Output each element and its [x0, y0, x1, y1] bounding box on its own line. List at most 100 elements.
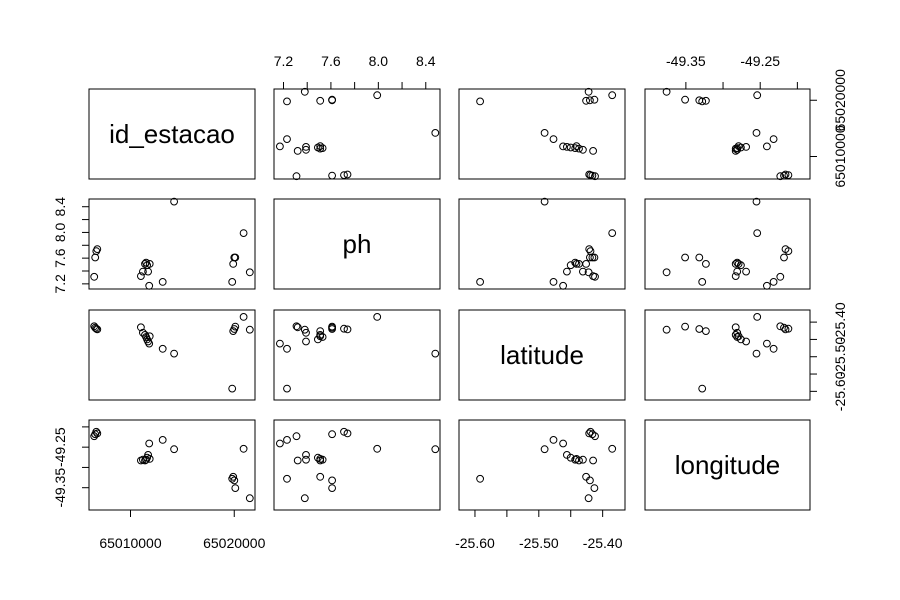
- point-0-2-3: [585, 170, 594, 179]
- point-0-2-16: [586, 96, 594, 105]
- point-0-1-17: [328, 95, 337, 104]
- point-3-0-11: [145, 455, 154, 463]
- point-0-2-10: [559, 142, 567, 151]
- point-0-3-2: [784, 171, 793, 180]
- y-tick-label-ph-3: 8.4: [52, 197, 68, 217]
- point-2-1-4: [293, 323, 302, 332]
- point-2-3-12: [769, 344, 778, 353]
- point-1-3-0: [776, 272, 785, 281]
- point-1-3-13: [752, 197, 761, 206]
- point-1-2-4: [589, 272, 597, 281]
- y-tick-label-latitude-0: -25.60: [832, 371, 848, 411]
- point-2-1-17: [328, 322, 337, 331]
- point-1-0-0: [90, 272, 99, 281]
- point-0-3-19: [662, 87, 671, 96]
- point-3-1-12: [283, 436, 291, 444]
- point-3-0-9: [144, 451, 153, 459]
- point-1-3-3: [781, 245, 790, 254]
- point-1-3-19: [662, 268, 671, 277]
- point-0-3-8: [737, 143, 745, 152]
- point-1-2-3: [585, 245, 594, 254]
- point-3-1-19: [300, 494, 309, 503]
- point-3-2-9: [563, 451, 571, 459]
- point-2-1-11: [316, 332, 325, 341]
- point-0-3-7: [733, 144, 742, 153]
- point-0-1-11: [316, 142, 325, 151]
- point-1-3-17: [681, 253, 689, 262]
- point-2-1-9: [302, 337, 310, 346]
- point-0-1-2: [340, 171, 348, 180]
- point-2-1-18: [373, 313, 382, 321]
- point-3-0-13: [170, 445, 179, 454]
- point-2-3-19: [662, 325, 671, 334]
- point-3-1-11: [316, 455, 325, 463]
- point-3-0-15: [229, 472, 238, 481]
- point-0-3-9: [742, 143, 750, 151]
- x-tick-label-latitude-1: -25.50: [519, 535, 559, 551]
- point-0-2-5: [579, 145, 587, 154]
- point-2-3-10: [763, 339, 771, 348]
- point-3-2-3: [585, 429, 594, 438]
- point-1-0-11: [145, 260, 154, 268]
- point-3-1-13: [431, 445, 440, 454]
- point-1-3-14: [698, 278, 707, 286]
- point-0-1-8: [314, 143, 322, 152]
- point-0-2-7: [571, 144, 580, 153]
- point-3-2-7: [571, 455, 580, 464]
- point-3-1-10: [276, 439, 284, 448]
- point-1-3-10: [763, 281, 771, 290]
- point-0-3-3: [781, 170, 790, 179]
- point-1-0-18: [239, 229, 248, 238]
- point-2-1-10: [276, 339, 284, 348]
- point-1-3-18: [753, 229, 762, 238]
- point-2-0-14: [228, 384, 237, 393]
- point-3-2-4: [589, 456, 597, 465]
- point-1-3-1: [780, 253, 788, 262]
- diagonal-label-ph: ph: [343, 229, 372, 259]
- point-3-2-13: [540, 445, 549, 454]
- point-1-0-17: [231, 253, 240, 262]
- point-1-2-12: [549, 278, 558, 286]
- x-tick-label-latitude-0: -25.60: [455, 535, 495, 551]
- x-tick-label-ph-1: 7.6: [321, 53, 341, 69]
- point-3-0-10: [145, 439, 154, 448]
- point-1-2-8: [566, 261, 575, 270]
- y-tick-label-latitude-1: -25.50: [832, 337, 848, 377]
- point-3-2-2: [586, 427, 595, 436]
- point-1-0-3: [93, 245, 102, 254]
- point-2-3-5: [733, 328, 742, 337]
- point-3-0-17: [231, 484, 240, 493]
- point-2-0-18: [239, 313, 248, 321]
- point-1-3-5: [733, 267, 742, 276]
- point-1-0-15: [229, 260, 238, 268]
- point-3-0-18: [239, 444, 248, 453]
- point-3-2-19: [584, 494, 593, 503]
- point-2-3-16: [695, 325, 704, 333]
- point-3-1-9: [302, 451, 310, 459]
- panel-frames: [88, 88, 811, 511]
- point-2-3-4: [731, 323, 740, 332]
- point-1-2-14: [476, 278, 485, 286]
- point-2-3-1: [780, 323, 788, 332]
- point-1-3-9: [742, 267, 750, 276]
- point-2-3-18: [753, 313, 762, 321]
- point-2-3-9: [742, 337, 750, 346]
- point-1-2-7: [571, 258, 580, 267]
- point-0-1-14: [283, 97, 291, 106]
- point-0-1-18: [373, 91, 382, 100]
- point-3-1-15: [316, 472, 325, 481]
- point-1-0-13: [170, 197, 179, 206]
- point-0-2-15: [582, 96, 590, 105]
- point-2-1-15: [316, 327, 325, 336]
- point-0-2-12: [549, 135, 558, 144]
- point-0-3-17: [681, 95, 689, 104]
- point-0-1-5: [302, 145, 310, 154]
- x-tick-label-ph-3: 8.4: [416, 53, 436, 69]
- point-1-2-15: [582, 260, 590, 268]
- point-0-3-0: [776, 172, 785, 181]
- point-0-1-0: [292, 172, 301, 181]
- point-3-0-12: [158, 436, 167, 444]
- point-1-3-15: [702, 260, 710, 268]
- point-1-0-1: [91, 253, 100, 262]
